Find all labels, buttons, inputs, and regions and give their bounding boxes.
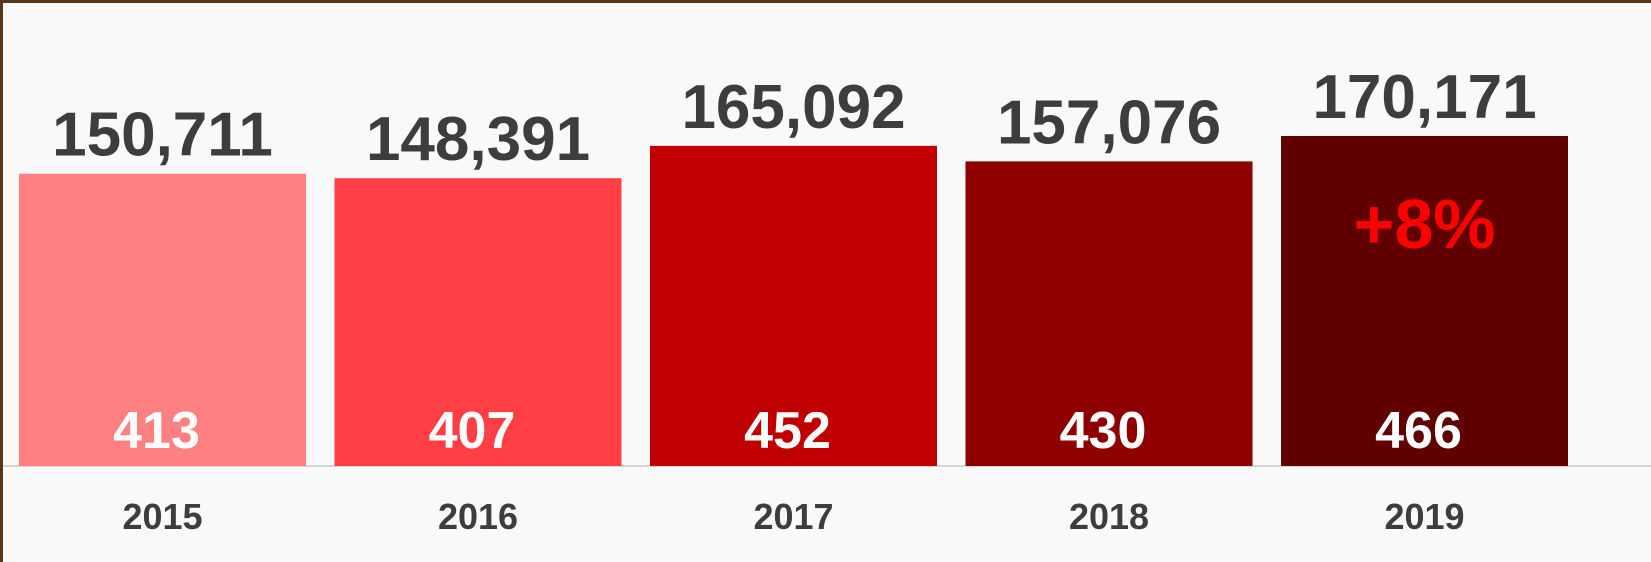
secondary-label-2015: 413 [113, 402, 200, 460]
bar-2017 [650, 145, 937, 466]
value-label-2017: 165,092 [681, 73, 905, 142]
value-label-2015: 150,711 [52, 101, 273, 170]
bar-chart: 150,711 413 2015 148,391 407 2016 165,092 452 20… [3, 63, 1651, 537]
value-label-2016: 148,391 [366, 105, 590, 174]
x-tick-label-2017: 2017 [753, 496, 833, 537]
bar-2019 [1281, 136, 1568, 466]
bars-layer: 150,711 413 2015 148,391 407 2016 165,092 452 20… [19, 63, 1568, 537]
x-tick-label-2015: 2015 [122, 496, 202, 537]
secondary-label-2018: 430 [1060, 402, 1147, 460]
secondary-label-2016: 407 [429, 402, 516, 460]
secondary-label-2017: 452 [744, 402, 831, 460]
bar-2016 [334, 178, 622, 467]
x-tick-label-2019: 2019 [1384, 496, 1464, 537]
secondary-label-2019: 466 [1375, 402, 1462, 460]
growth-annotation: +8% [1353, 185, 1495, 263]
bar-2018 [965, 161, 1253, 466]
value-label-2018: 157,076 [997, 88, 1221, 157]
x-tick-label-2018: 2018 [1069, 496, 1149, 537]
value-label-2019: 170,171 [1312, 63, 1536, 132]
x-tick-label-2016: 2016 [438, 496, 518, 537]
bar-2015 [19, 173, 306, 466]
